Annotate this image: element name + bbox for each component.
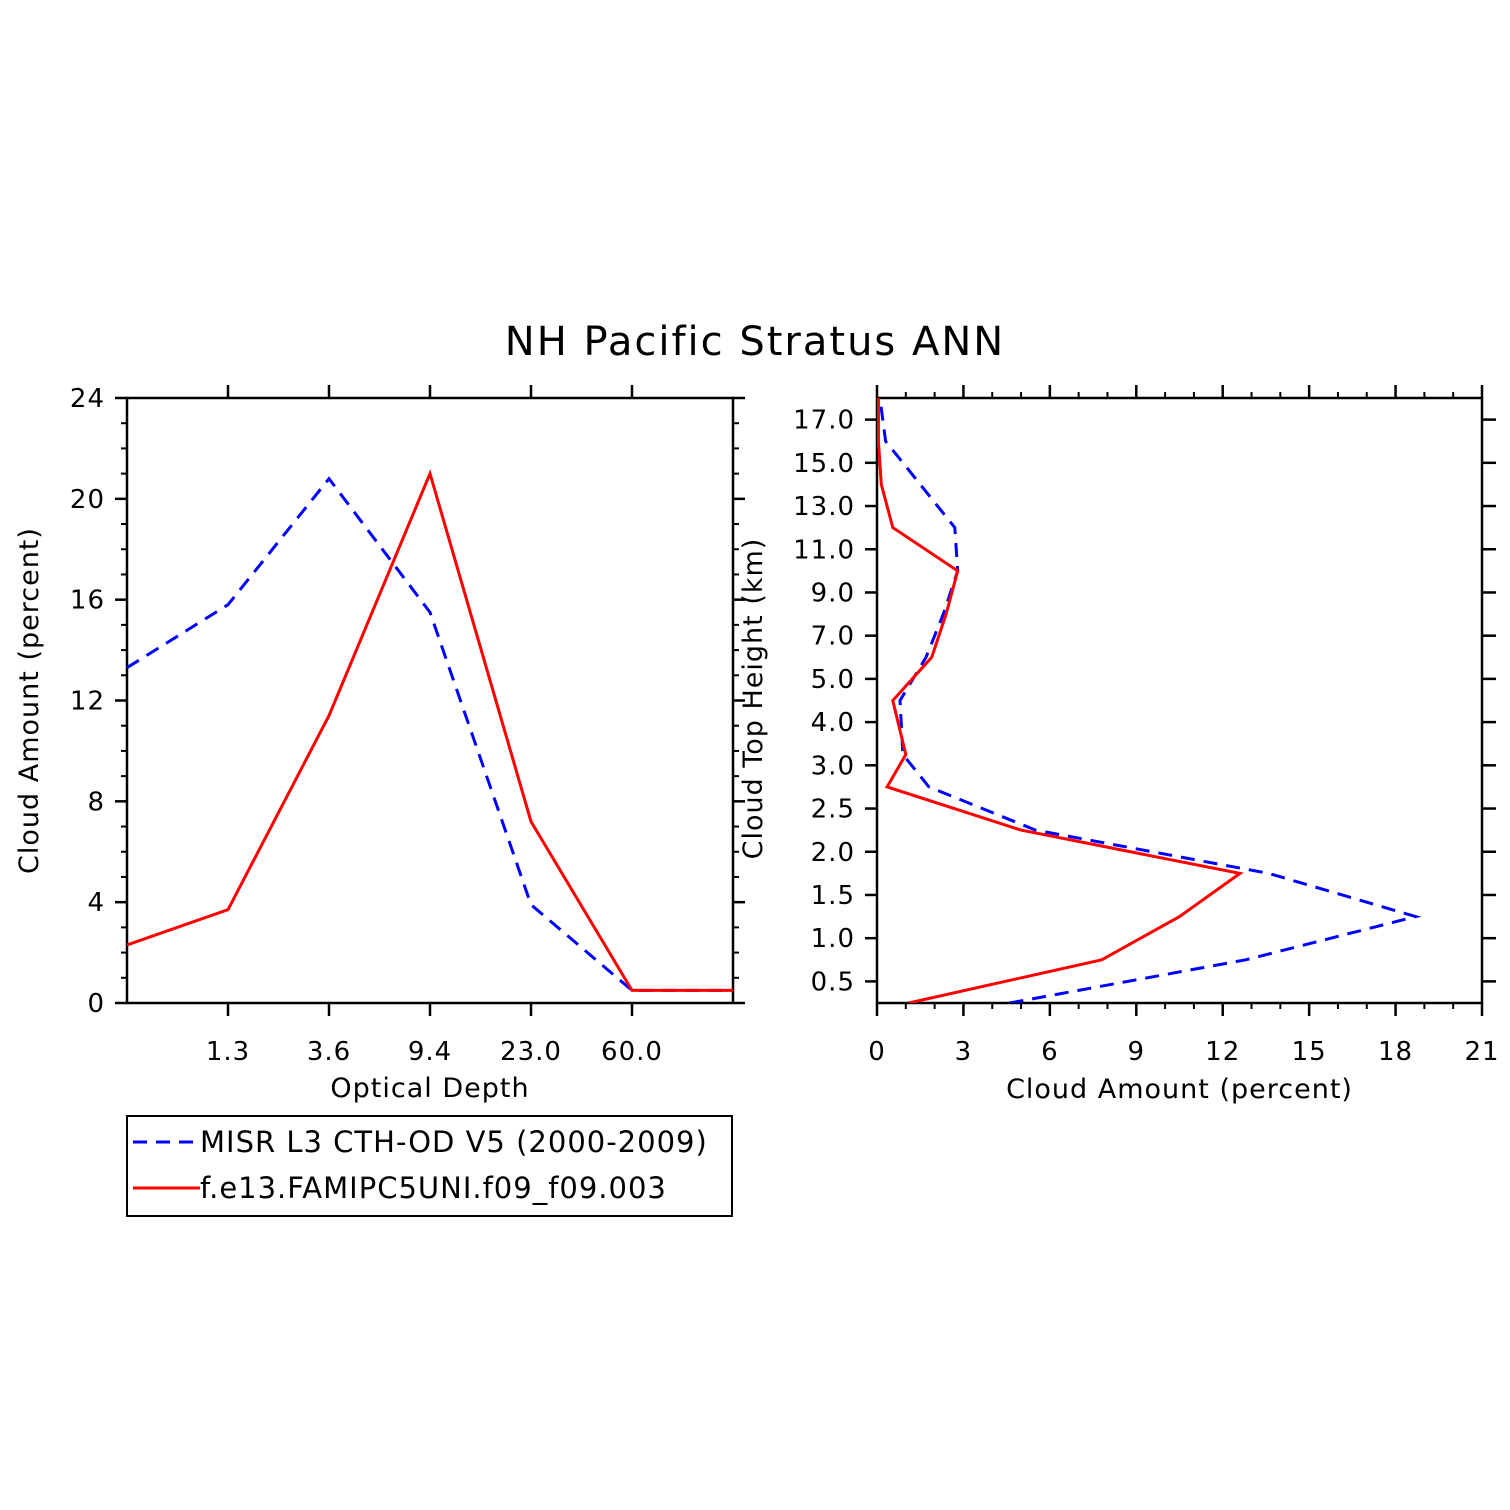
x-tick-label: 12 xyxy=(1205,1037,1240,1067)
y-tick-label: 20 xyxy=(70,485,105,515)
legend: MISR L3 CTH-OD V5 (2000-2009) f.e13.FAMIP… xyxy=(126,1115,733,1217)
chart-title: NH Pacific Stratus ANN xyxy=(505,319,1005,365)
y-tick-label: 4.0 xyxy=(811,708,855,738)
y-tick-label: 16 xyxy=(70,586,105,616)
x-tick-label: 1.3 xyxy=(206,1037,250,1067)
y-tick-label: 2.0 xyxy=(811,838,855,868)
y-tick-label: 0 xyxy=(87,989,105,1019)
y-tick-label: 15.0 xyxy=(793,449,855,479)
y-tick-label: 7.0 xyxy=(811,622,855,652)
series-line-misr xyxy=(126,476,733,992)
y-tick-label: 24 xyxy=(70,384,105,414)
x-tick-label: 3 xyxy=(955,1037,973,1067)
y-tick-label: 5.0 xyxy=(811,665,855,695)
x-tick-label: 0 xyxy=(868,1037,886,1067)
x-tick-label: 9.4 xyxy=(408,1037,452,1067)
y-tick-label: 13.0 xyxy=(793,492,855,522)
x-axis-label: Optical Depth xyxy=(330,1073,529,1104)
y-tick-label: 8 xyxy=(87,787,105,817)
y-tick-label: 17.0 xyxy=(793,406,855,436)
plot-frame xyxy=(875,396,1484,1005)
series-line-misr xyxy=(878,398,1422,1003)
x-tick-label: 18 xyxy=(1378,1037,1413,1067)
y-tick-label: 2.5 xyxy=(811,795,855,825)
y-tick-label: 9.0 xyxy=(811,578,855,608)
y-axis-label: Cloud Amount (percent) xyxy=(14,527,45,874)
x-tick-label: 23.0 xyxy=(500,1037,562,1067)
x-tick-label: 21 xyxy=(1464,1037,1499,1067)
x-tick-label: 15 xyxy=(1292,1037,1327,1067)
x-tick-label: 3.6 xyxy=(307,1037,351,1067)
y-tick-label: 0.5 xyxy=(811,967,855,997)
legend-label: MISR L3 CTH-OD V5 (2000-2009) xyxy=(200,1125,708,1159)
y-axis-label: Cloud Top Height (km) xyxy=(738,538,769,860)
series-line-model xyxy=(126,469,733,992)
x-tick-label: 6 xyxy=(1041,1037,1059,1067)
y-tick-label: 3.0 xyxy=(811,751,855,781)
legend-label: f.e13.FAMIPC5UNI.f09_f09.003 xyxy=(200,1171,667,1205)
left-panel-optical-depth: 0 4 8 12 16 20 24 1.3 3.6 9.4 23.0 60.0 Optical Dept… xyxy=(14,384,745,1104)
y-tick-label: 1.5 xyxy=(811,881,855,911)
right-panel-cloud-top-height: 0.5 1.0 1.5 2.0 2.5 3.0 4.0 5.0 7.0 9.0 11.0 13.0 15… xyxy=(738,385,1499,1105)
legend-box xyxy=(126,1115,733,1217)
y-tick-label: 11.0 xyxy=(793,535,855,565)
x-tick-label: 9 xyxy=(1128,1037,1146,1067)
y-tick-label: 1.0 xyxy=(811,924,855,954)
y-tick-label: 12 xyxy=(70,687,105,717)
x-axis-label: Cloud Amount (percent) xyxy=(1006,1074,1353,1105)
series-line-model xyxy=(877,398,1244,1003)
x-tick-label: 60.0 xyxy=(601,1037,663,1067)
y-tick-label: 4 xyxy=(87,888,105,918)
